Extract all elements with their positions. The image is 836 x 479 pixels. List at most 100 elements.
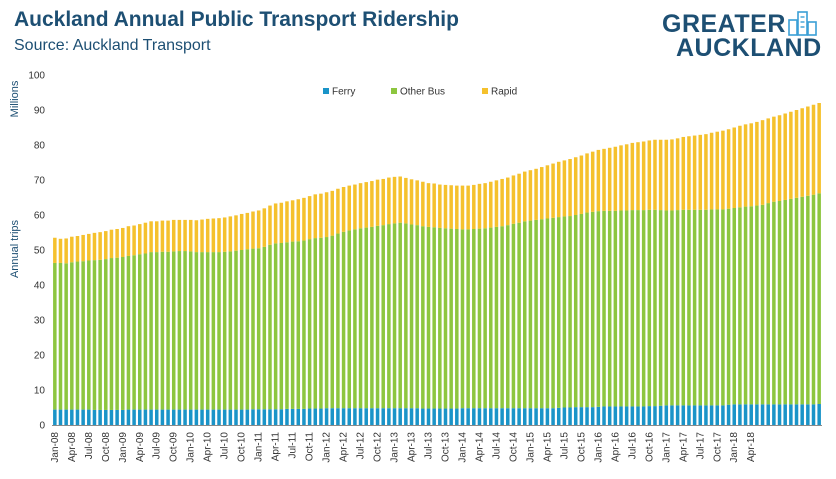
bar-rapid [211,218,216,253]
x-tick-label: Oct-08 [101,432,112,462]
bar-other-bus [698,209,703,406]
bar-ferry [636,406,640,425]
bar-ferry [749,404,753,425]
bar-rapid [109,229,114,259]
bar-rapid [500,178,504,227]
bar-rapid [449,185,453,229]
bar-ferry [239,409,244,425]
bar-ferry [200,409,204,425]
x-tick-label: Apr-09 [135,432,146,462]
bar-rapid [279,202,284,243]
bar-other-bus [777,201,782,405]
bar-other-bus [177,251,182,410]
bar-rapid [370,181,374,227]
bar-rapid [341,187,346,232]
y-axis-ticks: 0 10 20 30 40 50 60 70 80 90 100 [28,71,45,432]
bar-rapid [313,194,318,239]
bar-rapid [239,213,244,250]
bar-other-bus [806,195,810,405]
bar-rapid [183,219,187,252]
bar-ferry [477,408,482,425]
bar-rapid [194,220,199,253]
bar-rapid [466,185,470,230]
bar-ferry [472,408,476,425]
bar-rapid [783,113,787,200]
bar-rapid [421,181,425,227]
bar-other-bus [98,259,102,410]
bar-ferry [806,404,810,425]
bar-ferry [653,406,657,425]
bar-rapid [75,236,80,262]
bar-rapid [590,151,595,212]
bar-other-bus [709,209,714,406]
bar-ferry [358,408,363,425]
x-tick-label: Apr-15 [542,432,553,462]
bar-ferry [438,408,442,425]
bar-ferry [585,407,589,425]
bar-rapid [285,201,289,243]
x-tick-label: Jan-17 [661,432,672,463]
bar-other-bus [477,228,482,409]
bar-ferry [500,408,504,425]
bar-rapid [641,141,646,211]
bar-other-bus [319,237,323,409]
bar-rapid [704,134,708,210]
bar-ferry [121,409,125,425]
legend-item-rapid: Rapid [482,87,517,98]
bar-rapid [800,108,804,197]
bar-other-bus [721,209,725,406]
bar-other-bus [324,237,329,409]
bar-rapid [709,132,714,210]
bar-other-bus [358,228,363,409]
bar-ferry [517,408,521,425]
bar-other-bus [528,220,533,409]
bar-ferry [760,404,765,425]
bar-other-bus [387,224,391,409]
bar-other-bus [607,210,612,407]
x-tick-label: Apr-12 [339,432,350,462]
y-tick-label: 50 [34,246,46,257]
bar-rapid [732,127,736,208]
bar-other-bus [687,209,691,406]
bar-rapid [347,185,351,231]
bar-other-bus [800,196,804,405]
bar-ferry [568,407,572,425]
bar-other-bus [375,225,380,409]
bar-ferry [177,409,182,425]
bar-other-bus [166,251,170,410]
bar-other-bus [817,193,821,404]
bar-ferry [75,409,80,425]
bar-ferry [766,404,770,425]
bar-other-bus [811,194,816,405]
bar-other-bus [64,263,68,410]
bar-other-bus [398,222,402,409]
bar-other-bus [692,209,697,406]
greater-auckland-logo: GREATER AUCKLAND [660,10,821,62]
bar-other-bus [636,210,640,407]
bar-other-bus [183,251,187,410]
bar-rapid [585,153,589,213]
bar-rapid [426,183,431,227]
bar-rapid [121,227,125,257]
bar-rapid [58,238,63,263]
bar-rapid [489,181,493,228]
bar-other-bus [675,210,680,406]
bar-ferry [681,405,686,425]
bar-ferry [81,409,85,425]
bar-rapid [302,197,306,241]
bar-other-bus [109,258,114,410]
bar-rapid [256,210,261,249]
bar-rapid [132,225,136,256]
bar-rapid [205,218,210,253]
bar-rapid [789,111,793,199]
bar-rapid [573,157,578,215]
bar-rapid [319,193,323,238]
bar-other-bus [613,210,618,407]
y-tick-label: 30 [34,316,46,327]
bar-ferry [670,405,674,425]
x-tick-label: Apr-10 [203,432,214,462]
chart-subtitle: Source: Auckland Transport [14,37,211,54]
bar-ferry [494,408,499,425]
bar-ferry [715,405,720,425]
